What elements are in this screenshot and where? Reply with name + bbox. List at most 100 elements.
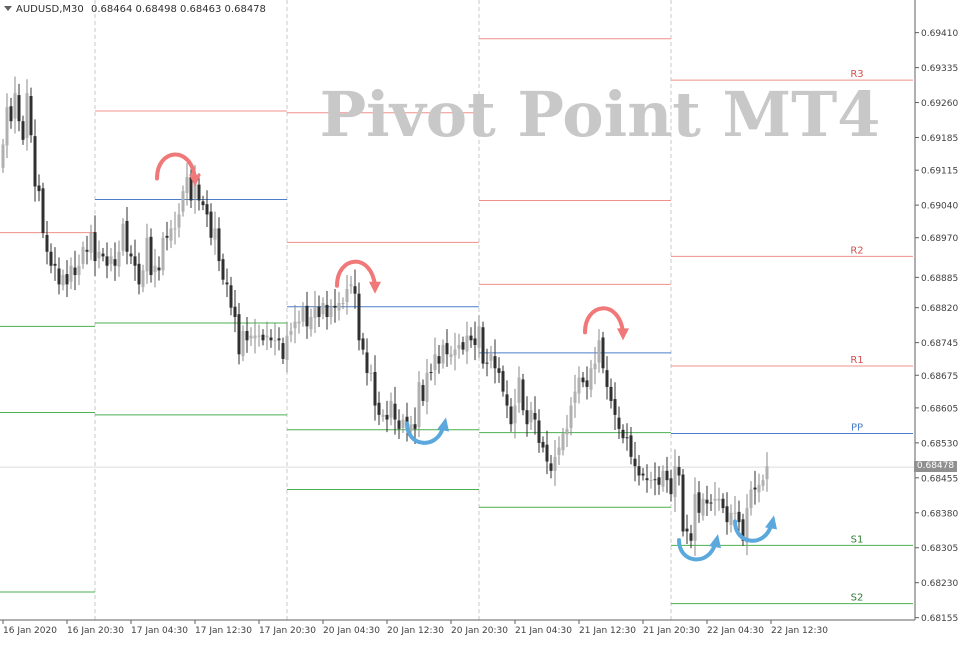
candle-body: [609, 386, 613, 401]
candle-body: [441, 344, 445, 364]
y-tick-label: 0.68305: [921, 544, 958, 554]
candle-body: [37, 185, 41, 192]
candle-body: [453, 349, 457, 356]
candle-body: [625, 437, 629, 439]
candle-body: [753, 487, 757, 490]
candle-body: [509, 406, 513, 425]
candle-body: [145, 237, 149, 272]
curved-arrow-up-icon: [765, 515, 777, 530]
candle-body: [189, 177, 193, 201]
candle-body: [249, 335, 253, 339]
candle-body: [385, 414, 389, 420]
candle-body: [381, 414, 385, 417]
candle-body: [141, 270, 145, 288]
candle-body: [473, 338, 477, 345]
x-tick-label: 17 Jan 04:30: [131, 626, 188, 636]
candle-body: [465, 335, 469, 352]
x-tick-label: 20 Jan 04:30: [323, 626, 380, 636]
candle-body: [581, 377, 585, 383]
level-label-r2: R2: [850, 245, 863, 256]
candle-body: [161, 237, 165, 271]
candle-body: [673, 466, 677, 497]
candle-body: [77, 265, 81, 276]
candle-body: [53, 263, 57, 266]
curved-arrow-down-icon: [583, 306, 625, 335]
candle-body: [313, 307, 317, 318]
candle-body: [165, 235, 169, 238]
candle-body: [1, 144, 5, 168]
curved-arrow-down-icon: [617, 328, 629, 341]
curved-arrow-up-icon: [709, 534, 721, 549]
candle-body: [469, 335, 473, 341]
candle-body: [613, 399, 617, 415]
candle-body: [493, 356, 497, 369]
candle-body: [601, 337, 605, 369]
candle-body: [293, 321, 297, 329]
candle-body: [521, 379, 525, 411]
candle-body: [677, 467, 681, 476]
candle-body: [569, 405, 573, 428]
candle-body: [557, 447, 561, 455]
candle-body: [9, 106, 13, 122]
candle-body: [133, 256, 137, 266]
candle-body: [369, 372, 373, 374]
candle-body: [757, 484, 761, 493]
candle-body: [389, 400, 393, 418]
candle-body: [633, 458, 637, 467]
candle-body: [725, 506, 729, 523]
candle-body: [309, 316, 313, 330]
candle-body: [549, 463, 553, 471]
candle-body: [345, 289, 349, 303]
level-label-r1: R1: [850, 355, 863, 366]
level-label-r3: R3: [850, 69, 863, 80]
candle-body: [513, 405, 517, 424]
candle-body: [717, 498, 721, 501]
candle-body: [445, 343, 449, 355]
candle-body: [533, 413, 537, 420]
candle-body: [681, 474, 685, 532]
candle-body: [269, 337, 273, 341]
candle-body: [353, 286, 357, 294]
candle-body: [497, 368, 501, 373]
candle-body: [429, 372, 433, 373]
y-tick-label: 0.69410: [921, 29, 958, 39]
candle-body: [109, 256, 113, 264]
candle-body: [517, 377, 521, 403]
candle-body: [505, 394, 509, 406]
candle-body: [629, 435, 633, 457]
candle-body: [273, 340, 277, 342]
y-tick-label: 0.69040: [921, 202, 958, 212]
candle-body: [621, 429, 625, 439]
curved-arrow-up-icon: [405, 421, 445, 445]
candle-body: [461, 342, 465, 350]
candle-body: [325, 304, 329, 317]
candle-body: [13, 93, 17, 119]
curved-arrow-up-icon: [733, 519, 773, 543]
symbol-label: AUDUSD,M30: [16, 4, 84, 15]
candle-body: [121, 223, 125, 251]
candle-body: [41, 188, 45, 234]
candle-body: [689, 533, 693, 541]
candle-body: [585, 380, 589, 387]
candle-body: [401, 419, 405, 428]
x-tick-label: 20 Jan 12:30: [387, 626, 444, 636]
candle-body: [433, 354, 437, 371]
curved-arrow-up-icon: [437, 417, 449, 432]
candle-body: [541, 441, 545, 448]
candle-body: [449, 354, 453, 358]
candle-body: [93, 232, 97, 262]
candle-body: [733, 512, 737, 514]
menu-triangle-icon[interactable]: [4, 6, 12, 11]
candle-body: [193, 181, 197, 199]
x-tick-label: 16 Jan 20:30: [67, 626, 124, 636]
candle-body: [361, 338, 365, 350]
candle-body: [357, 293, 361, 341]
candle-body: [285, 335, 289, 360]
candle-body: [305, 305, 309, 327]
candle-body: [113, 259, 117, 266]
y-tick-label: 0.68455: [921, 474, 958, 484]
x-tick-label: 22 Jan 04:30: [707, 626, 764, 636]
candle-body: [89, 233, 93, 253]
